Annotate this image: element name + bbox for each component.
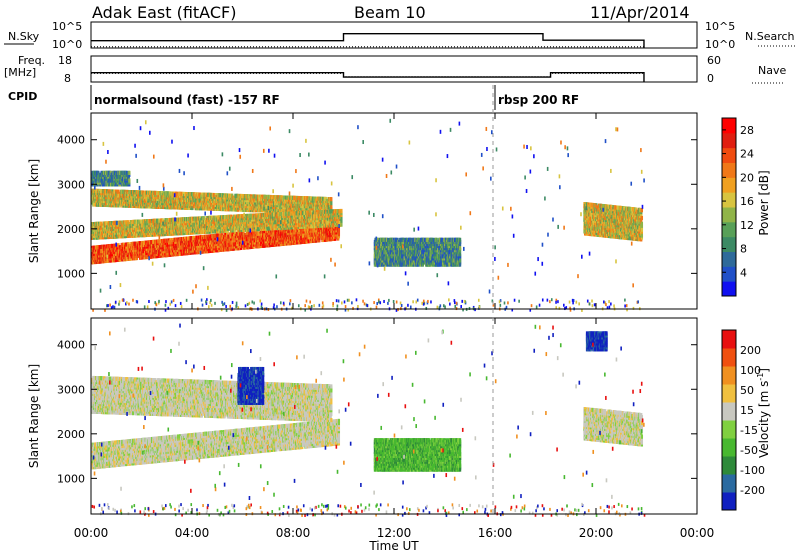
noise-panel-frame bbox=[91, 22, 697, 48]
noise-right-label: N.Search bbox=[745, 30, 795, 43]
heatmap-cell bbox=[338, 228, 340, 232]
freq-right-label: Nave bbox=[758, 64, 786, 77]
heatmap-cell bbox=[330, 201, 332, 205]
nave-dotted-line bbox=[91, 73, 644, 76]
heatmap-cell bbox=[128, 178, 130, 182]
noise-sky-line bbox=[91, 34, 644, 48]
cpid-segment-label: normalsound (fast) -157 RF bbox=[94, 93, 280, 107]
cpid-segments: normalsound (fast) -157 RF rbsp 200 RF bbox=[91, 85, 579, 110]
freq-right-tick-bottom: 0 bbox=[707, 72, 714, 85]
heatmap-cell bbox=[308, 239, 310, 243]
freq-panel: Freq. [MHz] 18 8 60 0 Nave bbox=[4, 54, 786, 85]
date-label: 11/Apr/2014 bbox=[590, 3, 690, 22]
heatmap-cell bbox=[330, 197, 332, 201]
figure-title: Adak East (fitACF) bbox=[92, 3, 236, 22]
beam-label: Beam 10 bbox=[354, 3, 426, 22]
noise-left-label: N.Sky bbox=[8, 30, 40, 43]
freq-left-tick-top: 18 bbox=[58, 54, 72, 67]
heatmap-cell bbox=[330, 205, 332, 209]
freq-panel-frame bbox=[91, 56, 697, 82]
heatmap-cell bbox=[107, 259, 109, 263]
cpid-segment-label: rbsp 200 RF bbox=[498, 93, 579, 107]
noise-left-tick-bottom: 10^0 bbox=[52, 38, 82, 51]
figure: Adak East (fitACF) Beam 10 11/Apr/2014 N… bbox=[0, 0, 800, 554]
freq-left-label-2: [MHz] bbox=[4, 66, 36, 79]
heatmap-cell bbox=[118, 190, 120, 194]
freq-right-tick-top: 60 bbox=[707, 54, 721, 67]
noise-panel: N.Sky 10^5 10^0 10^5 10^0 N.Search bbox=[4, 20, 796, 51]
cpid-label: CPID bbox=[8, 90, 37, 103]
heatmap-cell bbox=[128, 171, 130, 175]
heatmap-cell bbox=[258, 232, 260, 236]
noise-right-tick-bottom: 10^0 bbox=[705, 38, 735, 51]
freq-left-tick-bottom: 8 bbox=[64, 72, 71, 85]
heatmap-cell bbox=[283, 195, 285, 199]
noise-right-tick-top: 10^5 bbox=[705, 20, 735, 33]
freq-step-line bbox=[91, 73, 644, 82]
noise-left-tick-top: 10^5 bbox=[52, 20, 82, 33]
